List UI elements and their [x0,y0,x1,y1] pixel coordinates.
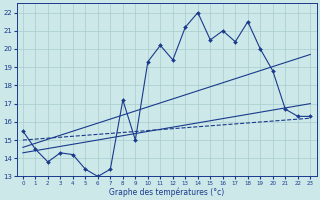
X-axis label: Graphe des températures (°c): Graphe des températures (°c) [109,187,224,197]
